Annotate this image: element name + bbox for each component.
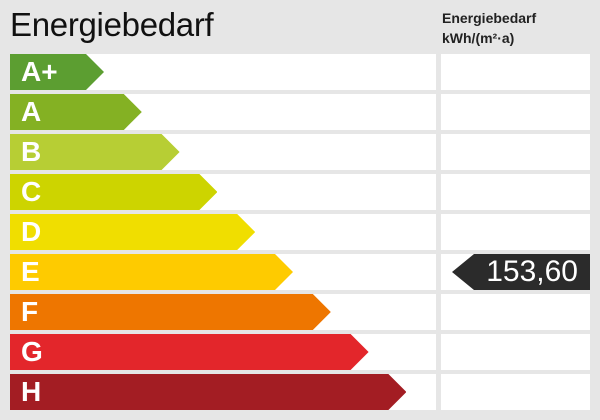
class-label: F bbox=[21, 296, 39, 327]
class-label: B bbox=[21, 136, 42, 167]
class-label: A+ bbox=[21, 56, 58, 87]
column-header: Energiebedarf kWh/(m²·a) bbox=[442, 8, 536, 48]
value-cell-G bbox=[441, 334, 590, 370]
class-bar-A: A bbox=[10, 94, 142, 130]
class-bar-H: H bbox=[10, 374, 406, 410]
class-label: D bbox=[21, 216, 42, 247]
page-title: Energiebedarf bbox=[10, 6, 214, 43]
value-cell-A+ bbox=[441, 54, 590, 90]
value-marker: 153,60 bbox=[452, 254, 590, 290]
value-cell-F bbox=[441, 294, 590, 330]
value-cell-C bbox=[441, 174, 590, 210]
class-bar-B: B bbox=[10, 134, 180, 170]
class-bar-D: D bbox=[10, 214, 255, 250]
value-cell-A bbox=[441, 94, 590, 130]
class-label: E bbox=[21, 256, 40, 287]
column-header-label: Energiebedarf bbox=[442, 10, 537, 26]
value-cell-B bbox=[441, 134, 590, 170]
class-bar-C: C bbox=[10, 174, 217, 210]
value-label: 153,60 bbox=[486, 255, 578, 288]
value-cell-D bbox=[441, 214, 590, 250]
class-bar-F: F bbox=[10, 294, 331, 330]
class-label: H bbox=[21, 376, 42, 407]
class-bar-E: E bbox=[10, 254, 293, 290]
class-label: A bbox=[21, 96, 42, 127]
class-bar-G: G bbox=[10, 334, 369, 370]
value-cell-H bbox=[441, 374, 590, 410]
class-label: G bbox=[21, 336, 43, 367]
column-header-unit: kWh/(m²·a) bbox=[442, 30, 515, 46]
class-bar-A+: A+ bbox=[10, 54, 104, 90]
class-label: C bbox=[21, 176, 42, 207]
